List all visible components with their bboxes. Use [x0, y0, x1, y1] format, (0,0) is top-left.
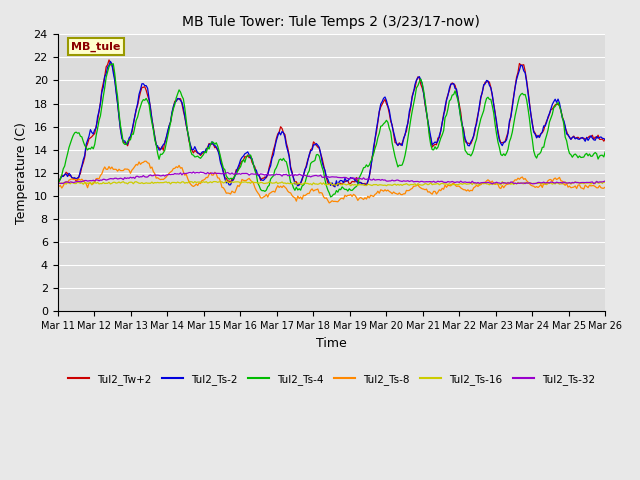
- Y-axis label: Temperature (C): Temperature (C): [15, 122, 28, 224]
- Title: MB Tule Tower: Tule Temps 2 (3/23/17-now): MB Tule Tower: Tule Temps 2 (3/23/17-now…: [182, 15, 480, 29]
- Text: MB_tule: MB_tule: [71, 42, 120, 52]
- Legend: Tul2_Tw+2, Tul2_Ts-2, Tul2_Ts-4, Tul2_Ts-8, Tul2_Ts-16, Tul2_Ts-32: Tul2_Tw+2, Tul2_Ts-2, Tul2_Ts-4, Tul2_Ts…: [63, 370, 599, 389]
- X-axis label: Time: Time: [316, 336, 347, 349]
